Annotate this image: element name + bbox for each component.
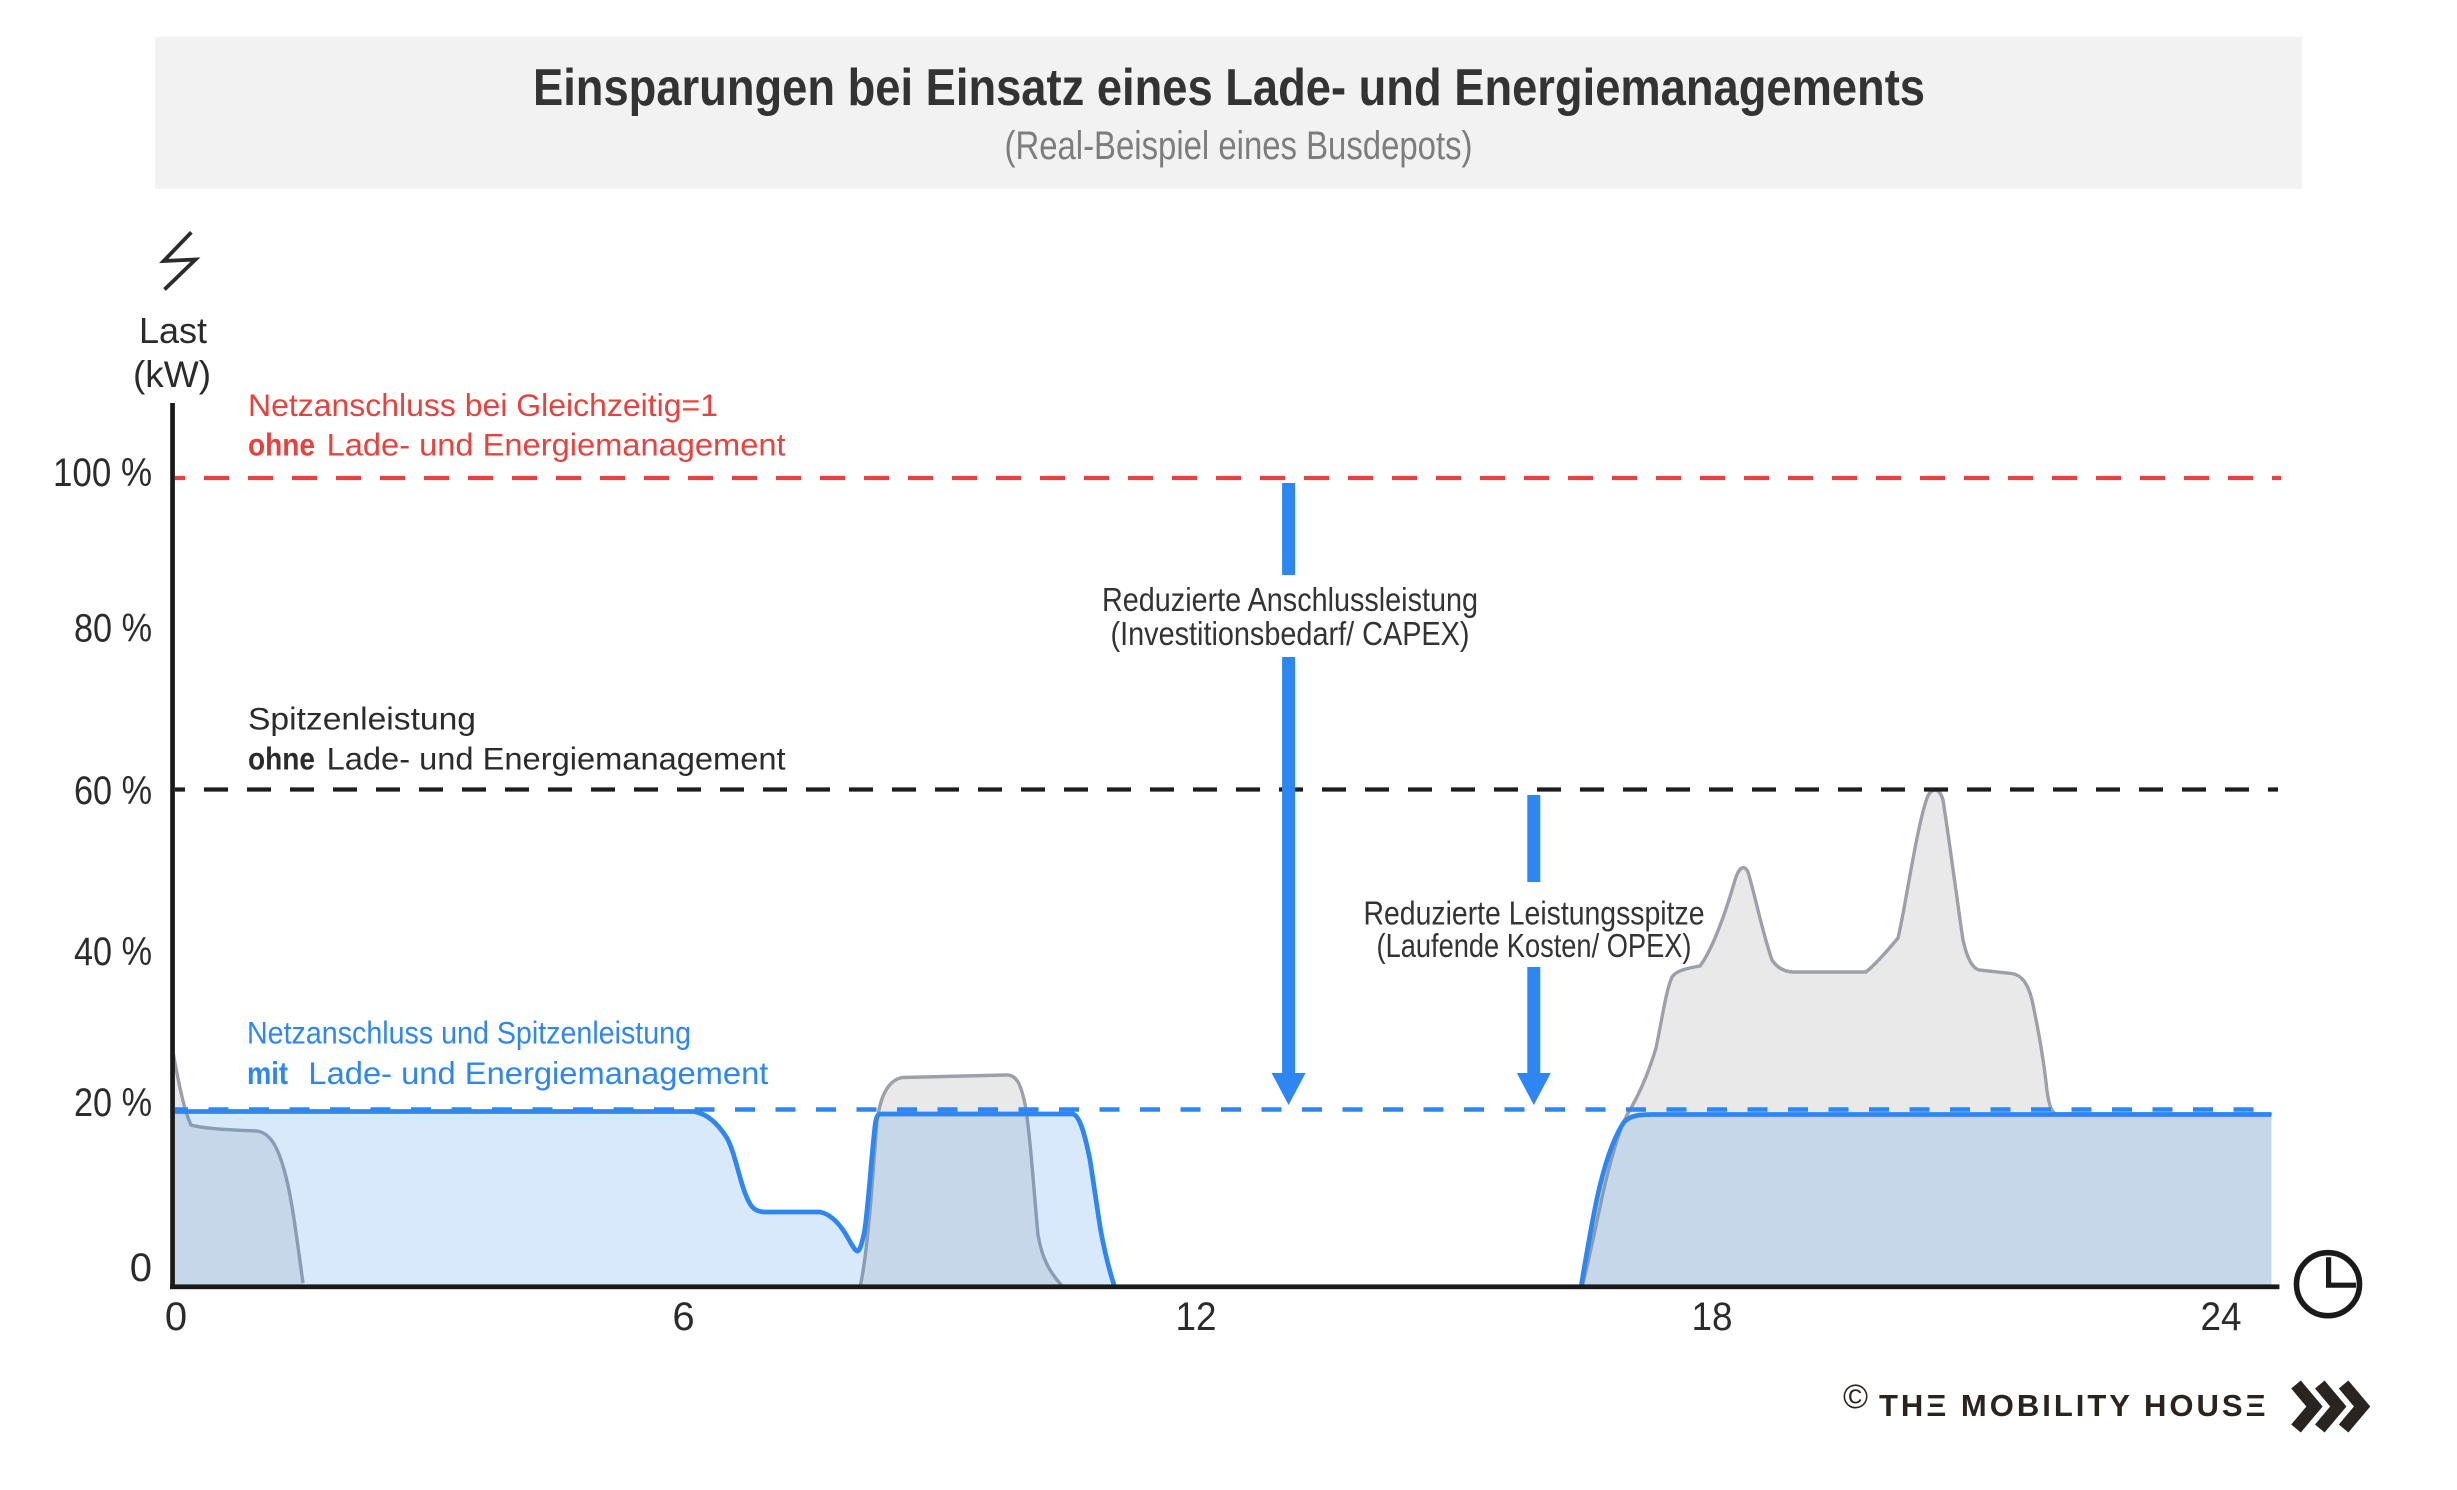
svg-text:20 %: 20 % xyxy=(74,1081,152,1125)
svg-text:Lade- und Energiemanagement: Lade- und Energiemanagement xyxy=(327,740,786,776)
svg-text:mit: mit xyxy=(247,1055,288,1091)
svg-text:Spitzenleistung: Spitzenleistung xyxy=(248,701,476,737)
svg-text:Reduzierte Leistungsspitze: Reduzierte Leistungsspitze xyxy=(1364,895,1705,932)
svg-text:0: 0 xyxy=(165,1295,187,1339)
svg-text:Netzanschluss und Spitzenleist: Netzanschluss und Spitzenleistung xyxy=(247,1015,691,1051)
svg-text:100 %: 100 % xyxy=(53,451,152,495)
svg-text:Lade- und Energiemanagement: Lade- und Energiemanagement xyxy=(327,427,786,463)
svg-text:24: 24 xyxy=(2201,1295,2242,1339)
svg-text:(Real-Beispiel eines Busdepots: (Real-Beispiel eines Busdepots) xyxy=(1005,124,1473,168)
svg-text:Lade- und Energiemanagement: Lade- und Energiemanagement xyxy=(308,1055,768,1091)
svg-text:40 %: 40 % xyxy=(74,930,152,974)
svg-text:0: 0 xyxy=(130,1246,152,1290)
svg-text:ohne: ohne xyxy=(248,427,315,463)
svg-text:Reduzierte Anschlussleistung: Reduzierte Anschlussleistung xyxy=(1102,581,1478,618)
svg-text:18: 18 xyxy=(1692,1295,1733,1339)
svg-text:12: 12 xyxy=(1176,1295,1217,1339)
svg-text:Last: Last xyxy=(139,310,207,351)
svg-text:(Laufende Kosten/ OPEX): (Laufende Kosten/ OPEX) xyxy=(1377,927,1692,964)
svg-text:ohne: ohne xyxy=(248,740,315,776)
svg-text:Netzanschluss bei Gleichzeitig: Netzanschluss bei Gleichzeitig=1 xyxy=(248,387,718,423)
svg-text:Einsparungen bei Einsatz eines: Einsparungen bei Einsatz eines Lade- und… xyxy=(533,59,1925,117)
svg-text:60 %: 60 % xyxy=(74,769,152,813)
svg-text:6: 6 xyxy=(672,1295,694,1339)
svg-text:(kW): (kW) xyxy=(133,354,211,395)
svg-text:©: © xyxy=(1843,1378,1868,1416)
svg-text:(Investitionsbedarf/ CAPEX): (Investitionsbedarf/ CAPEX) xyxy=(1111,615,1470,652)
svg-text:80 %: 80 % xyxy=(74,607,152,651)
svg-text:THΞ MOBILITY HOUSΞ: THΞ MOBILITY HOUSΞ xyxy=(1879,1388,2269,1423)
